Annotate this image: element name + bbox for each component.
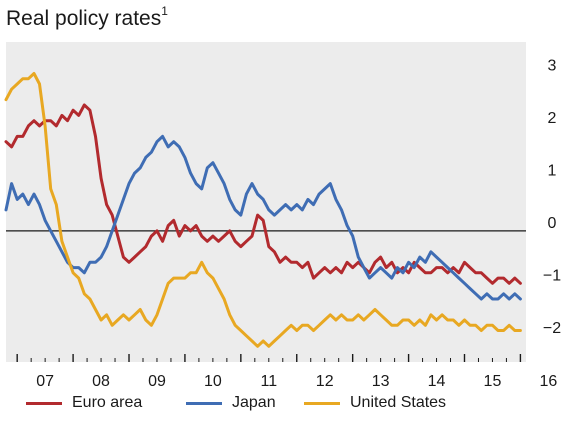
x-tick-label: 08: [92, 373, 110, 390]
series-group: [4, 72, 522, 348]
legend-item-japan: Japan: [186, 394, 276, 412]
y-axis: −2 −1 0 1 2 3: [543, 57, 561, 336]
legend-item-united-states: United States: [304, 394, 446, 412]
legend-label-euro-area: Euro area: [72, 394, 143, 411]
series-line-united-states: [4, 72, 522, 348]
x-tick-label: 14: [428, 373, 446, 390]
legend-item-euro-area: Euro area: [26, 394, 142, 412]
legend-swatch-japan: [186, 401, 222, 405]
legend-label-japan: Japan: [232, 394, 276, 411]
y-tick-label: 0: [548, 215, 557, 232]
legend: Euro area Japan United States: [0, 394, 582, 418]
x-tick-label: 11: [260, 373, 277, 390]
y-tick-label: −1: [543, 267, 561, 284]
chart-title: Real policy rates1: [6, 4, 168, 31]
legend-swatch-euro-area: [26, 401, 62, 405]
series-line-euro-area: [4, 103, 522, 285]
x-tick-label: 09: [148, 373, 166, 390]
title-footnote-marker: 1: [161, 4, 168, 18]
x-tick-label: 15: [484, 373, 502, 390]
x-axis: 07 08 09 10 11 12 13 14 15 16: [16, 354, 557, 390]
y-tick-label: 3: [548, 57, 557, 74]
y-tick-label: 1: [548, 162, 557, 179]
legend-swatch-united-states: [304, 401, 340, 405]
chart-title-text: Real policy rates: [6, 7, 162, 30]
x-tick-label: 12: [316, 373, 334, 390]
x-tick-label: 10: [204, 373, 222, 390]
x-tick-label: 07: [36, 373, 54, 390]
y-tick-label: 2: [548, 110, 557, 127]
x-tick-label: 16: [539, 373, 557, 390]
legend-label-united-states: United States: [350, 394, 447, 411]
x-tick-label: 13: [372, 373, 390, 390]
y-tick-label: −2: [543, 320, 561, 337]
series-line-japan: [4, 134, 522, 301]
